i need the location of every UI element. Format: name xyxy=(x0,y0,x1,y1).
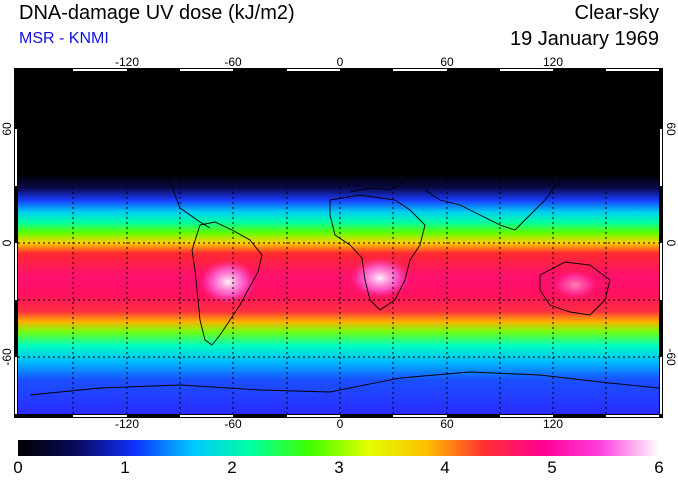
colorbar-label: 1 xyxy=(120,458,130,477)
source-label: MSR - KNMI xyxy=(19,30,109,47)
map-title: DNA-damage UV dose (kJ/m2) xyxy=(19,2,295,24)
hotspot-southern-africa xyxy=(350,258,410,298)
coast-north-america xyxy=(39,139,211,229)
colorbar xyxy=(18,440,659,456)
colorbar-label: 2 xyxy=(227,458,237,477)
coast-antarctica xyxy=(29,371,659,396)
lon-label-bottom: -60 xyxy=(224,417,242,431)
coast-asia xyxy=(409,144,571,231)
lon-label-top: -60 xyxy=(224,55,242,69)
colorbar-label: 6 xyxy=(654,458,664,477)
colorbar-label: 4 xyxy=(440,458,450,477)
sky-condition-label: Clear-sky xyxy=(574,2,659,24)
lat-label-right: 0 xyxy=(664,240,678,247)
coast-south-america xyxy=(191,221,263,346)
hotspot-south-america xyxy=(200,260,256,304)
lat-label-right: 60 xyxy=(664,122,678,136)
lat-label-left: 0 xyxy=(0,239,14,246)
lon-label-bottom: -120 xyxy=(115,417,139,431)
lon-label-top: 60 xyxy=(440,55,454,69)
lon-label-bottom: 0 xyxy=(337,417,344,431)
lon-label-bottom: 60 xyxy=(440,417,454,431)
coastlines xyxy=(29,139,659,396)
date-label: 19 January 1969 xyxy=(509,28,659,50)
colorbar-label: 5 xyxy=(547,458,557,477)
lon-label-bottom: 120 xyxy=(543,417,563,431)
colorbar-label: 0 xyxy=(13,458,23,477)
lat-label-left: -60 xyxy=(0,348,14,366)
hotspot-australia xyxy=(553,271,597,299)
lat-label-right: -60 xyxy=(664,348,678,366)
lon-label-top: 0 xyxy=(337,55,344,69)
coast-australia xyxy=(539,261,611,316)
map-frame xyxy=(14,68,663,418)
coast-europe xyxy=(329,154,411,193)
graticule xyxy=(18,72,659,414)
lon-label-top: -120 xyxy=(115,55,139,69)
colorbar-label: 3 xyxy=(334,458,344,477)
lon-label-top: 120 xyxy=(543,55,563,69)
lat-label-left: 60 xyxy=(0,122,14,136)
